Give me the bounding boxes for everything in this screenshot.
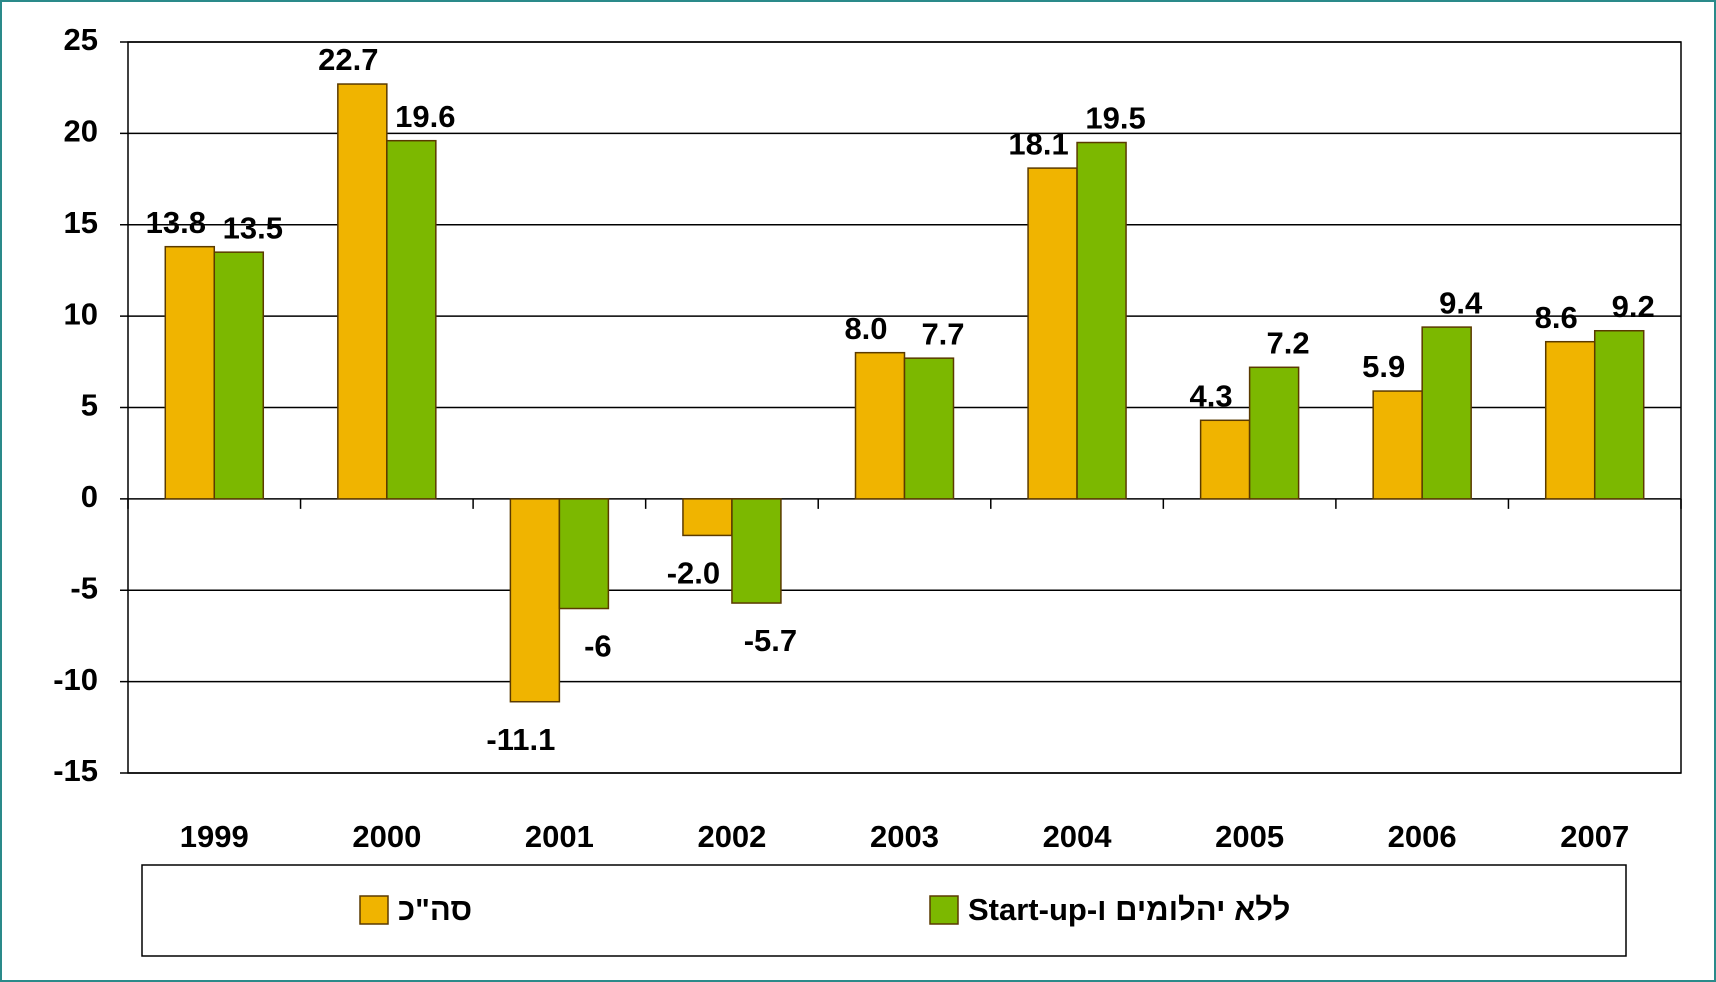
x-tick-label: 2003 — [870, 819, 939, 854]
bar — [386, 139, 437, 500]
bar — [164, 245, 216, 500]
value-label: 4.3 — [1190, 378, 1233, 413]
bar — [1421, 326, 1472, 500]
bar — [903, 357, 955, 500]
value-label: 5.9 — [1362, 349, 1405, 384]
bar — [1544, 340, 1596, 500]
x-tick-label: 1999 — [180, 819, 249, 854]
value-label: 9.4 — [1439, 285, 1483, 320]
plot-border — [127, 41, 1682, 774]
value-label: 13.8 — [146, 205, 206, 240]
x-tick-label: 2006 — [1388, 819, 1457, 854]
x-tick-label: 2004 — [1043, 819, 1113, 854]
value-label: 18.1 — [1008, 126, 1068, 161]
legend-label: סה"כ — [398, 892, 472, 927]
bar — [1199, 419, 1251, 500]
bar — [509, 498, 561, 703]
value-label: -6 — [584, 629, 612, 664]
y-tick-label: -5 — [70, 570, 98, 605]
bar — [558, 498, 610, 610]
value-label: -11.1 — [486, 722, 555, 757]
y-tick-label: 0 — [81, 479, 98, 514]
y-tick-label: 15 — [64, 205, 98, 240]
value-label: -2.0 — [667, 556, 720, 591]
bar — [213, 251, 265, 500]
x-tick-label: 2005 — [1215, 819, 1284, 854]
bar — [337, 83, 388, 500]
bar — [1076, 141, 1127, 500]
bar — [1027, 167, 1078, 500]
bar — [731, 498, 782, 604]
value-label: 7.2 — [1267, 325, 1310, 360]
y-tick-label: 10 — [64, 296, 98, 331]
legend-swatch — [359, 895, 389, 925]
value-label: 9.2 — [1612, 289, 1655, 324]
x-tick-label: 2002 — [697, 819, 766, 854]
value-label: 8.0 — [844, 311, 887, 346]
legend-swatch — [929, 895, 959, 925]
y-tick-label: -15 — [53, 753, 98, 788]
x-tick-label: 2007 — [1560, 819, 1629, 854]
value-label: 19.6 — [395, 99, 455, 134]
value-label: -5.7 — [744, 623, 797, 658]
x-tick-label: 2000 — [352, 819, 421, 854]
value-label: 19.5 — [1085, 101, 1145, 136]
y-tick-label: 20 — [64, 114, 98, 149]
bar — [1372, 390, 1423, 500]
y-tick-label: 25 — [64, 22, 98, 57]
bar — [1593, 329, 1645, 500]
value-label: 7.7 — [921, 316, 964, 351]
y-tick-label: 5 — [81, 388, 98, 423]
legend-label: ללא יהלומים ו-Start-up — [968, 892, 1290, 927]
bar — [1248, 366, 1300, 500]
value-label: 22.7 — [318, 42, 378, 77]
bar — [854, 351, 906, 500]
x-tick-label: 2001 — [525, 819, 594, 854]
value-label: 8.6 — [1535, 300, 1578, 335]
y-tick-label: -10 — [53, 662, 98, 697]
value-label: 13.5 — [223, 210, 283, 245]
bar — [682, 498, 733, 537]
legend-box — [141, 864, 1627, 957]
